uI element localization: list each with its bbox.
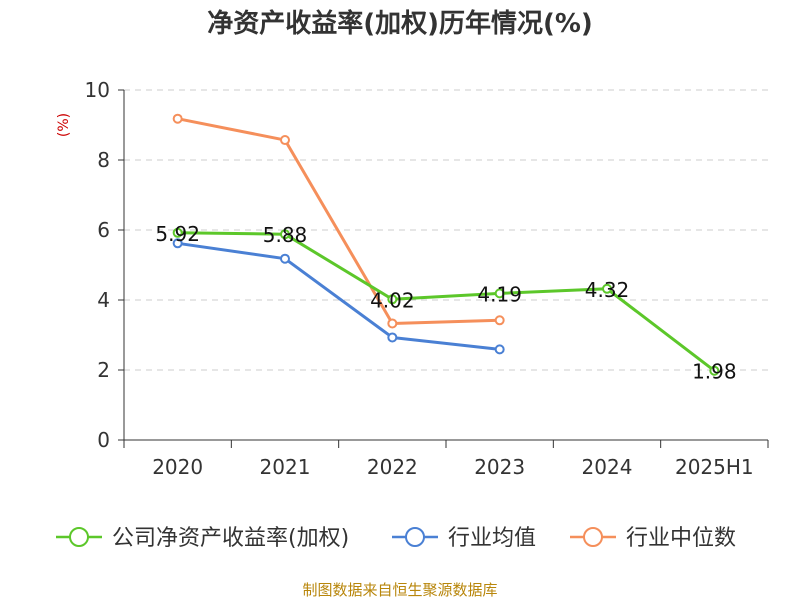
legend-label-0: 公司净资产收益率(加权) bbox=[112, 526, 349, 551]
series-1 bbox=[172, 238, 505, 355]
data-label-1: 5.88 bbox=[263, 223, 308, 247]
legend-marker-2 bbox=[583, 527, 603, 547]
data-label-0: 5.92 bbox=[155, 222, 200, 246]
y-axis-label: (%) bbox=[56, 113, 72, 137]
data-label-5: 1.98 bbox=[692, 360, 737, 384]
x-tick-label-2021: 2021 bbox=[260, 455, 311, 479]
series-line-0 bbox=[177, 231, 716, 372]
y-tick-label-0: 0 bbox=[97, 428, 110, 452]
data-point-1-3 bbox=[494, 344, 505, 355]
data-label-3: 4.19 bbox=[477, 282, 522, 306]
data-point-2-3 bbox=[494, 315, 505, 326]
y-tick-label-8: 8 bbox=[97, 148, 110, 172]
legend[interactable]: 公司净资产收益率(加权) 行业均值 行业中位数 bbox=[56, 526, 736, 551]
y-tick-label-2: 2 bbox=[97, 358, 110, 382]
data-point-0-0 bbox=[172, 227, 183, 238]
source-note: 制图数据来自恒生聚源数据库 bbox=[302, 581, 497, 599]
data-point-2-0 bbox=[172, 113, 183, 124]
y-tick-label-4: 4 bbox=[97, 288, 110, 312]
series-line-1 bbox=[177, 241, 500, 351]
series-0 bbox=[172, 227, 720, 376]
legend-label-1: 行业均值 bbox=[448, 526, 536, 551]
legend-marker-1 bbox=[405, 527, 425, 547]
legend-item-0[interactable]: 公司净资产收益率(加权) bbox=[56, 526, 349, 551]
x-tick-label-2022: 2022 bbox=[367, 455, 418, 479]
data-point-0-2 bbox=[387, 294, 398, 305]
legend-item-2[interactable]: 行业中位数 bbox=[570, 526, 736, 551]
axes: 0 2 4 6 8 10 2020 2021 2022 2023 2024 2025H1 bbox=[85, 78, 769, 479]
data-point-0-5 bbox=[709, 365, 720, 376]
x-tick-label-2024: 2024 bbox=[582, 455, 633, 479]
series-group bbox=[172, 113, 720, 376]
x-tick-label-2020: 2020 bbox=[152, 455, 203, 479]
data-label-2: 4.02 bbox=[370, 288, 415, 312]
data-point-2-2 bbox=[387, 318, 398, 329]
data-label-4: 4.32 bbox=[585, 278, 630, 302]
data-point-1-0 bbox=[172, 238, 183, 249]
x-tick-label-2023: 2023 bbox=[474, 455, 525, 479]
grid bbox=[124, 89, 768, 371]
series-line-2 bbox=[177, 117, 500, 325]
data-point-0-1 bbox=[280, 229, 290, 240]
chart-title: 净资产收益率(加权)历年情况(%) bbox=[207, 8, 593, 39]
y-tick-label-6: 6 bbox=[97, 218, 110, 242]
legend-marker-0 bbox=[69, 527, 89, 547]
data-labels: 5.92 5.88 4.02 4.19 4.32 1.98 bbox=[155, 222, 736, 384]
data-point-1-1 bbox=[280, 253, 290, 264]
data-point-2-1 bbox=[280, 135, 290, 146]
legend-label-2: 行业中位数 bbox=[626, 526, 736, 551]
legend-item-1[interactable]: 行业均值 bbox=[392, 526, 536, 551]
y-tick-label-10: 10 bbox=[85, 78, 110, 102]
data-point-1-2 bbox=[387, 332, 398, 343]
x-tick-label-2025H1: 2025H1 bbox=[675, 455, 754, 479]
series-2 bbox=[172, 113, 505, 329]
data-point-0-4 bbox=[602, 283, 612, 294]
data-point-0-3 bbox=[494, 288, 505, 299]
